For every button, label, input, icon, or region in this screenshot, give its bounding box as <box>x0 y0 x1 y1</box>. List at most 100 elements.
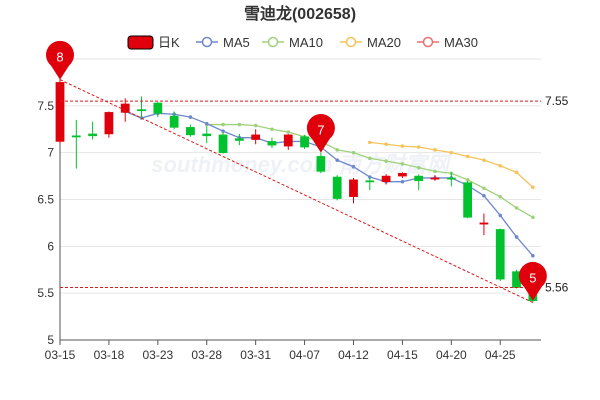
candle-body <box>479 222 489 225</box>
ma10-point <box>400 162 405 166</box>
legend-label: MA20 <box>367 35 401 50</box>
ma20-point <box>449 150 454 155</box>
candle-body <box>463 182 473 218</box>
x-tick-label: 04-25 <box>485 348 516 362</box>
candle-body <box>251 134 261 140</box>
ma10-point <box>498 194 503 199</box>
candle-body <box>300 136 309 148</box>
ma10-point <box>351 150 356 155</box>
ma10-point <box>531 215 535 220</box>
reference-line-layer: 7.55 5.56 <box>59 79 569 303</box>
candle-body <box>104 112 114 135</box>
y-tick-label: 5 <box>47 333 54 347</box>
candle-body <box>137 109 146 112</box>
y-tick-label: 7.5 <box>37 99 54 113</box>
pin-marker <box>46 40 75 80</box>
legend-layer: 日K MA5 MA10 MA20 MA30 <box>127 35 478 50</box>
x-tick-label: 04-12 <box>338 348 369 362</box>
x-tick-label: 04-15 <box>387 348 418 362</box>
candle-body <box>430 177 440 180</box>
ma5-point <box>204 121 209 126</box>
ma20-point <box>531 185 535 190</box>
candle-body <box>186 127 195 136</box>
ma10-point <box>384 159 388 163</box>
pin-marker-label: 8 <box>56 50 63 65</box>
grid-layer <box>60 58 541 294</box>
x-tick-label: 03-23 <box>142 348 173 362</box>
reference-label: 5.56 <box>545 281 569 295</box>
trend-line <box>59 79 534 303</box>
candles-layer <box>55 79 538 303</box>
pin-marker <box>306 113 335 153</box>
marker-layer: 8 7 5 <box>46 40 547 301</box>
candle-body <box>153 102 163 114</box>
ma20-point <box>514 170 519 175</box>
ma20-point <box>400 144 405 148</box>
candle-body <box>283 134 293 147</box>
candle-body <box>218 134 228 153</box>
candle-body <box>349 179 358 197</box>
candle-body <box>446 177 456 180</box>
legend-label: MA5 <box>223 35 250 50</box>
candle-body <box>267 141 277 146</box>
ma10-point <box>286 130 291 134</box>
candle-body <box>55 82 65 142</box>
ma10-point <box>270 127 274 132</box>
x-tick-label: 04-07 <box>289 348 320 362</box>
ma20-point <box>416 145 421 149</box>
ma5-point <box>367 175 372 179</box>
reference-label: 7.55 <box>545 94 569 108</box>
x-tick-label: 03-18 <box>94 348 125 362</box>
title-layer: 雪迪龙(002658) <box>244 4 356 23</box>
candle-body <box>316 156 326 172</box>
ma5-point <box>188 115 193 119</box>
legend-swatch-candle <box>127 35 154 50</box>
candle-body <box>414 175 424 182</box>
ma10-point <box>433 169 437 174</box>
ma5-point <box>335 158 339 162</box>
ma10-point <box>367 156 372 161</box>
pin-marker-label: 5 <box>529 271 536 286</box>
candle-body <box>234 138 244 141</box>
legend-swatch-circle <box>267 36 279 48</box>
pin-marker <box>518 261 547 301</box>
ma10-point <box>335 148 339 152</box>
ma10-point <box>514 206 519 210</box>
ma5-point <box>400 179 405 184</box>
legend-swatch-circle <box>422 36 434 48</box>
candle-body <box>365 180 375 183</box>
x-tick-label: 03-28 <box>191 348 222 362</box>
x-tick-label: 03-31 <box>240 348 271 362</box>
ma5-point <box>531 253 535 258</box>
ma5-point <box>498 213 503 218</box>
ma10-point <box>237 122 242 127</box>
ma5-point <box>482 193 486 198</box>
candle-body <box>332 176 342 199</box>
ma10-point <box>482 186 486 191</box>
ma20-point <box>482 158 486 162</box>
axes-layer: 5 5.5 6 6.5 7 7.5 8 03-15 03-18 03-23 03-28 03-31 04… <box>37 52 541 362</box>
x-tick-label: 03-15 <box>45 348 76 362</box>
y-tick-label: 6 <box>47 239 54 253</box>
ma10-point <box>221 122 225 127</box>
ma5-point <box>221 129 225 133</box>
candle-body <box>495 229 505 280</box>
ma20-point <box>367 140 372 145</box>
pin-marker-label: 7 <box>317 123 324 138</box>
legend-swatch-circle <box>201 36 213 48</box>
x-tick-label: 04-20 <box>436 348 467 362</box>
y-tick-label: 6.5 <box>37 193 54 207</box>
ma20-point <box>433 148 437 152</box>
y-tick-label: 7 <box>47 146 54 160</box>
ma20-point <box>465 154 470 159</box>
ma5-point <box>351 164 356 169</box>
chart-title: 雪迪龙(002658) <box>244 4 356 23</box>
ma20-point <box>384 142 388 147</box>
candle-body <box>398 172 407 177</box>
ma20-point <box>498 163 503 168</box>
ma5-point <box>514 235 519 239</box>
candle-body <box>120 103 130 113</box>
ma10-point <box>416 165 421 170</box>
ma10-point <box>253 123 258 128</box>
